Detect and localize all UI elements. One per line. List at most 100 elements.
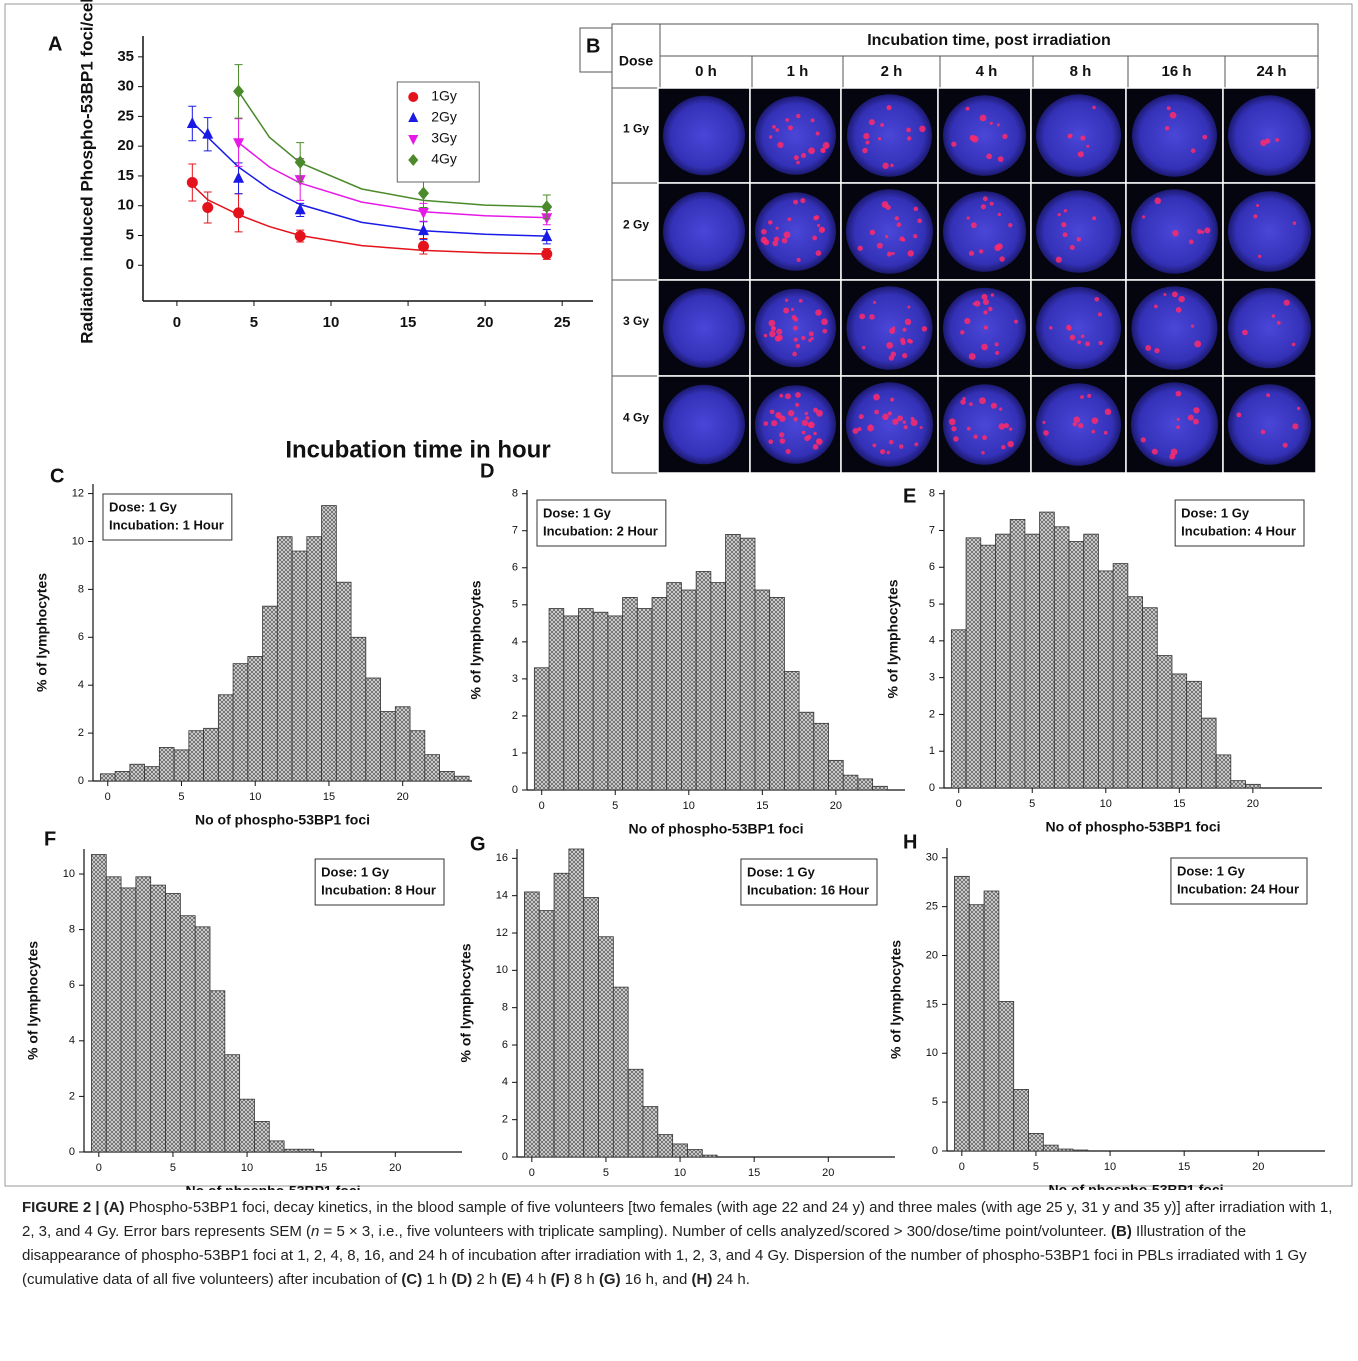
focus xyxy=(1192,418,1199,425)
focus xyxy=(1190,148,1196,154)
focus xyxy=(869,424,873,428)
focus xyxy=(1007,440,1014,448)
y-tick-label: 0 xyxy=(78,775,84,787)
y-tick-label: 6 xyxy=(512,562,518,574)
focus xyxy=(902,420,907,424)
focus xyxy=(960,330,965,335)
focus xyxy=(776,328,783,335)
caption-run: FIGURE 2 | (A) xyxy=(22,1199,125,1216)
y-axis-label: % of lymphocytes xyxy=(885,579,901,698)
focus xyxy=(1282,442,1288,448)
bar xyxy=(217,694,234,782)
x-axis-label: No of phospho-53BP1 foci xyxy=(1049,1182,1224,1190)
annotation-text: Incubation: 4 Hour xyxy=(1181,523,1296,538)
x-axis-label: No of phospho-53BP1 foci xyxy=(619,1188,794,1190)
y-tick-label: 10 xyxy=(496,964,508,976)
bar xyxy=(1112,563,1129,789)
focus xyxy=(1202,134,1208,140)
bar xyxy=(950,629,967,789)
bar xyxy=(105,876,122,1153)
focus xyxy=(966,426,971,431)
focus xyxy=(869,229,876,236)
focus xyxy=(1073,416,1081,423)
focus xyxy=(862,345,866,350)
annotation-text: Dose: 1 Gy xyxy=(747,864,816,879)
focus xyxy=(800,152,807,159)
focus xyxy=(768,439,774,445)
nucleus xyxy=(1036,94,1121,177)
focus xyxy=(1092,216,1097,221)
bar xyxy=(1083,533,1099,789)
time-label: 2 h xyxy=(881,63,903,80)
y-tick-label: 14 xyxy=(496,890,508,902)
focus xyxy=(781,237,788,244)
nucleus xyxy=(663,191,745,272)
focus xyxy=(886,251,892,257)
focus xyxy=(973,434,978,439)
focus xyxy=(790,307,795,312)
bar xyxy=(695,571,712,791)
focus xyxy=(989,121,993,125)
focus xyxy=(1057,213,1061,217)
focus xyxy=(857,427,862,432)
focus xyxy=(822,328,828,334)
bar xyxy=(524,891,540,1158)
bar xyxy=(672,1143,688,1158)
marker xyxy=(417,207,429,219)
focus xyxy=(998,423,1005,430)
y-tick-label: 30 xyxy=(926,852,938,864)
bar xyxy=(247,656,263,782)
focus xyxy=(808,331,814,337)
y-tick-label: 0 xyxy=(929,782,935,794)
focus xyxy=(970,222,977,229)
focus xyxy=(966,216,970,220)
bar xyxy=(1127,596,1143,789)
y-tick-label: 2 xyxy=(929,708,935,720)
annotation-text: Dose: 1 Gy xyxy=(543,505,612,520)
focus xyxy=(969,134,976,141)
annotation-box xyxy=(740,858,878,906)
bar xyxy=(365,677,381,782)
x-tick-label: 15 xyxy=(1173,798,1185,810)
panel-letter: D xyxy=(480,460,494,482)
caption-run: (C) xyxy=(401,1271,423,1288)
bar xyxy=(424,754,440,782)
marker xyxy=(294,155,306,169)
focus xyxy=(821,318,828,326)
y-tick-label: 30 xyxy=(117,78,134,95)
nucleus xyxy=(943,95,1026,176)
focus xyxy=(1091,417,1099,424)
focus xyxy=(1091,429,1096,434)
focus xyxy=(1175,390,1182,397)
focus xyxy=(999,407,1003,411)
bar xyxy=(350,636,367,782)
bar xyxy=(872,785,888,791)
focus xyxy=(773,236,780,242)
focus xyxy=(1062,232,1068,238)
marker xyxy=(541,248,553,260)
x-axis-label: No of phospho-53BP1 foci xyxy=(1046,819,1221,835)
focus xyxy=(894,216,899,221)
x-tick-label: 10 xyxy=(683,800,695,812)
focus xyxy=(1175,307,1182,313)
bar xyxy=(158,747,175,782)
y-tick-label: 10 xyxy=(72,535,84,547)
focus xyxy=(793,155,799,161)
focus xyxy=(877,137,882,141)
x-tick-label: 0 xyxy=(105,791,111,803)
focus xyxy=(768,319,776,327)
focus xyxy=(863,132,870,140)
bar xyxy=(1053,526,1070,789)
focus xyxy=(785,393,791,400)
nucleus xyxy=(755,192,836,271)
y-axis-label: % of lymphocytes xyxy=(458,943,474,1062)
focus xyxy=(965,106,970,111)
focus xyxy=(801,419,809,427)
bar xyxy=(636,608,653,791)
x-tick-label: 20 xyxy=(830,800,842,812)
focus xyxy=(982,299,989,306)
nucleus xyxy=(846,189,933,274)
y-tick-label: 2 xyxy=(78,727,84,739)
y-tick-label: 10 xyxy=(926,1047,938,1059)
